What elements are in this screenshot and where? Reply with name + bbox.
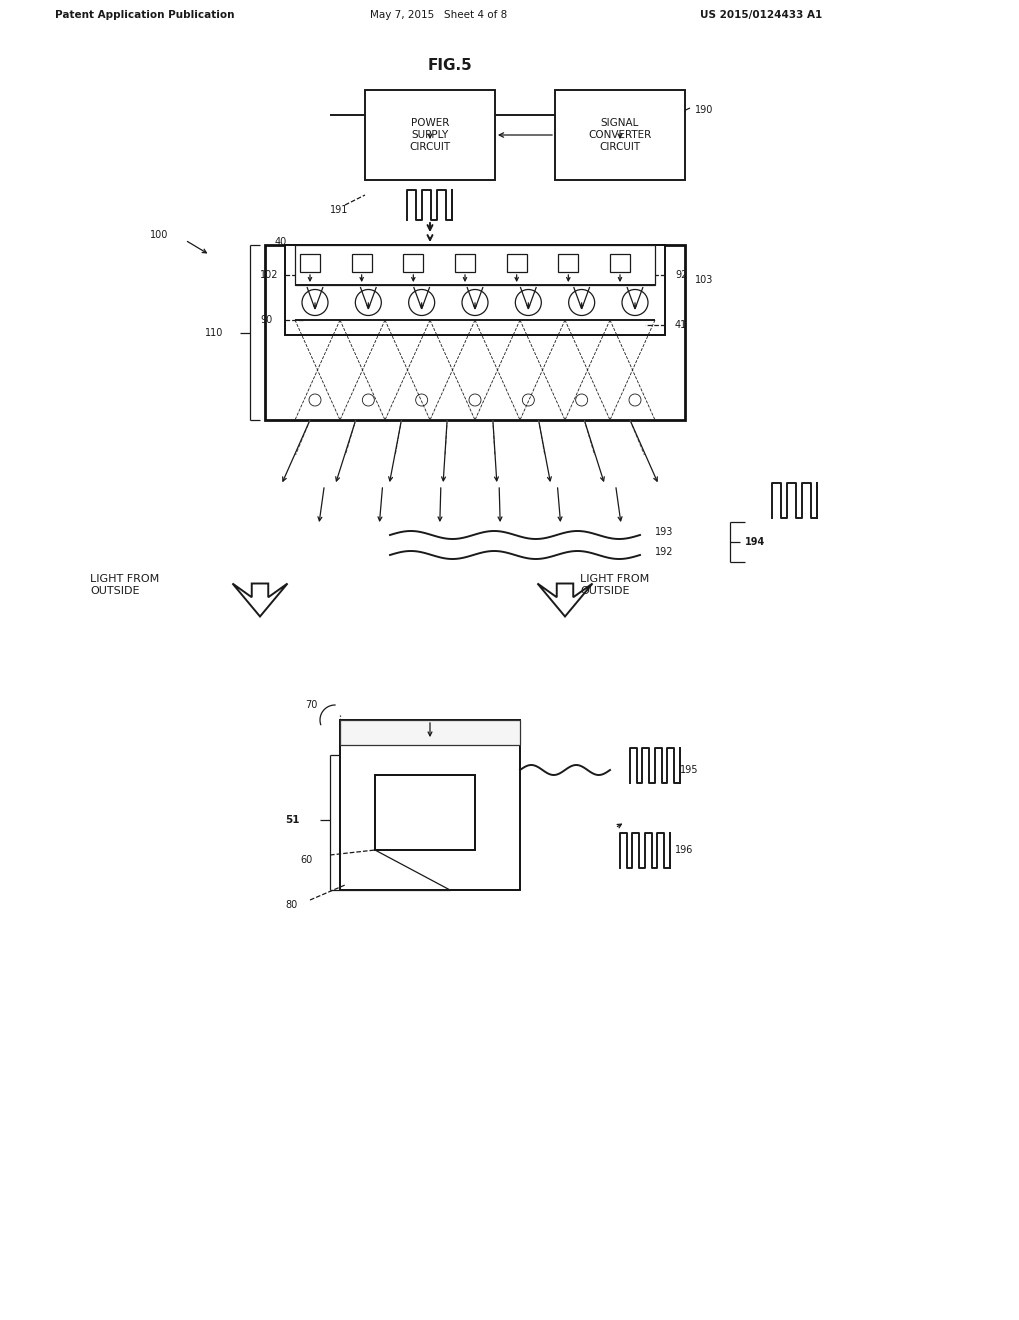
Bar xyxy=(284,246,664,335)
Text: 40: 40 xyxy=(275,238,287,247)
Text: May 7, 2015   Sheet 4 of 8: May 7, 2015 Sheet 4 of 8 xyxy=(370,11,506,20)
Bar xyxy=(339,719,520,890)
Text: 195: 195 xyxy=(680,766,698,775)
Text: 191: 191 xyxy=(330,205,348,215)
Text: 80: 80 xyxy=(284,900,297,909)
Text: Patent Application Publication: Patent Application Publication xyxy=(55,11,234,20)
Text: 70: 70 xyxy=(305,700,317,710)
Bar xyxy=(554,90,685,180)
Bar xyxy=(265,246,685,420)
Text: 110: 110 xyxy=(205,327,223,338)
Bar xyxy=(403,253,423,272)
Bar xyxy=(365,90,494,180)
Text: US 2015/0124433 A1: US 2015/0124433 A1 xyxy=(699,11,821,20)
Bar xyxy=(300,253,320,272)
Text: POWER
SUPPLY
CIRCUIT: POWER SUPPLY CIRCUIT xyxy=(409,119,450,152)
Text: 60: 60 xyxy=(300,855,312,865)
Text: 193: 193 xyxy=(654,527,673,537)
Text: 102: 102 xyxy=(260,271,278,280)
Text: LIGHT FROM
OUTSIDE: LIGHT FROM OUTSIDE xyxy=(90,574,159,595)
Bar xyxy=(294,246,654,285)
Text: 92: 92 xyxy=(675,271,687,280)
Text: 51: 51 xyxy=(284,814,300,825)
Text: 100: 100 xyxy=(150,230,168,240)
Text: 41: 41 xyxy=(675,319,687,330)
Text: 192: 192 xyxy=(654,546,673,557)
Text: 90: 90 xyxy=(260,315,272,325)
Bar xyxy=(339,719,520,744)
Text: 196: 196 xyxy=(675,845,693,855)
Bar xyxy=(506,253,526,272)
Text: 103: 103 xyxy=(694,275,712,285)
Text: 190: 190 xyxy=(694,106,712,115)
Bar xyxy=(454,253,475,272)
Text: LIGHT FROM
OUTSIDE: LIGHT FROM OUTSIDE xyxy=(580,574,649,595)
Bar xyxy=(609,253,630,272)
Text: SIGNAL
CONVERTER
CIRCUIT: SIGNAL CONVERTER CIRCUIT xyxy=(588,119,651,152)
Bar xyxy=(557,253,578,272)
Bar xyxy=(375,775,475,850)
Text: FIG.5: FIG.5 xyxy=(427,58,472,73)
Text: 194: 194 xyxy=(744,537,764,546)
Bar xyxy=(352,253,371,272)
